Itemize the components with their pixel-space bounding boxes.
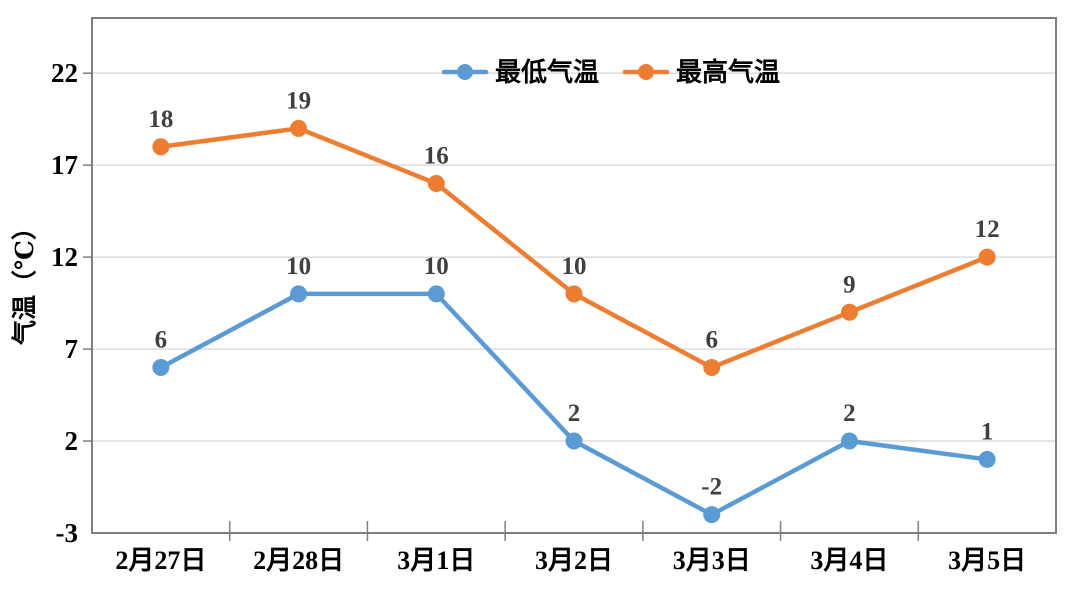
y-tick-label: 2 [65,426,79,456]
legend-min-temp-marker-swatch [457,64,473,80]
min-temp-data-label: 1 [981,418,994,445]
min-temp-data-label: 10 [424,253,449,280]
max-temp-marker [427,175,445,193]
x-axis-label: 3月1日 [397,546,475,575]
max-temp-line [158,126,990,370]
legend-min-temp-label: 最低气温 [495,57,599,87]
y-tick-label: 22 [51,58,78,88]
max-temp-data-label: 9 [843,271,856,298]
max-temp-marker [565,285,583,303]
min-temp-marker [840,432,858,450]
min-temp-marker [290,285,308,303]
y-tick-label: 12 [51,242,78,272]
max-temp-marker [152,138,170,156]
min-temp-marker [565,432,583,450]
max-temp-data-label: 6 [705,326,718,353]
y-tick-label: 7 [65,334,79,364]
plot-border [91,17,1057,534]
max-temp-data-label: 19 [286,87,311,114]
min-temp-marker [703,506,721,524]
max-temp-marker [978,248,996,266]
x-axis-label: 2月28日 [253,546,344,575]
max-temp-marker [703,358,721,376]
x-axis-label: 3月4日 [810,546,888,575]
max-temp-data-label: 10 [562,253,587,280]
min-temp-marker [427,285,445,303]
min-temp-data-label: 6 [155,326,168,353]
x-axis-label: 3月2日 [535,546,613,575]
max-temp-data-label: 12 [975,216,1000,243]
max-temp-marker [840,303,858,321]
y-tick-label: -3 [56,518,79,548]
y-axis-title: 气温（℃） [10,215,39,346]
legend-max-temp-label: 最高气温 [676,57,780,87]
min-temp-data-label: 2 [843,400,856,427]
min-temp-data-label: 2 [568,400,581,427]
min-temp-marker [978,450,996,468]
min-temp-marker [152,358,170,376]
max-temp-marker [290,119,308,137]
y-tick-label: 17 [51,150,78,180]
x-axis-label: 3月5日 [948,546,1026,575]
max-temp-data-label: 18 [148,106,173,133]
min-temp-data-label: -2 [701,474,722,501]
x-axis-label: 2月27日 [115,546,206,575]
min-temp-data-label: 10 [286,253,311,280]
legend-max-temp-marker-swatch [638,64,654,80]
x-axis-label: 3月3日 [673,546,751,575]
max-temp-data-label: 16 [424,143,449,170]
